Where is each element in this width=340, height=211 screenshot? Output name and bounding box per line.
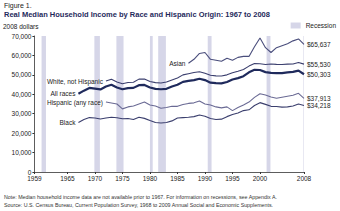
svg-text:1985: 1985 bbox=[170, 175, 185, 182]
svg-text:All races: All races bbox=[50, 90, 76, 97]
svg-text:10,000: 10,000 bbox=[12, 149, 32, 156]
svg-text:$37,913: $37,913 bbox=[307, 95, 331, 102]
svg-text:Black: Black bbox=[60, 119, 77, 126]
svg-text:2000: 2000 bbox=[253, 175, 268, 182]
svg-text:2008: 2008 bbox=[297, 175, 312, 182]
svg-text:Note: Median household income: Note: Median household income data are n… bbox=[4, 194, 277, 200]
svg-text:Recession: Recession bbox=[306, 22, 337, 29]
svg-text:Figure 1.: Figure 1. bbox=[4, 2, 32, 9]
svg-text:White, not Hispanic: White, not Hispanic bbox=[47, 78, 104, 86]
svg-text:70,000: 70,000 bbox=[12, 33, 32, 40]
svg-text:$55,530: $55,530 bbox=[307, 61, 331, 68]
svg-text:1965: 1965 bbox=[60, 175, 75, 182]
svg-text:1990: 1990 bbox=[198, 175, 213, 182]
svg-text:2008 dollars: 2008 dollars bbox=[3, 23, 39, 30]
svg-text:Hispanic (any race): Hispanic (any race) bbox=[47, 99, 103, 107]
svg-text:Real Median Household Income b: Real Median Household Income by Race and… bbox=[4, 10, 270, 19]
svg-text:Asian: Asian bbox=[169, 60, 186, 67]
svg-text:30,000: 30,000 bbox=[12, 110, 32, 117]
svg-text:60,000: 60,000 bbox=[12, 52, 32, 59]
svg-text:1995: 1995 bbox=[225, 175, 240, 182]
svg-text:1980: 1980 bbox=[143, 175, 158, 182]
svg-text:1970: 1970 bbox=[88, 175, 103, 182]
svg-text:1959: 1959 bbox=[27, 175, 42, 182]
svg-text:20,000: 20,000 bbox=[12, 130, 32, 137]
svg-text:0: 0 bbox=[27, 168, 32, 176]
svg-text:$65,637: $65,637 bbox=[307, 41, 331, 48]
svg-text:50,000: 50,000 bbox=[12, 71, 32, 78]
svg-text:1975: 1975 bbox=[115, 175, 130, 182]
svg-text:$50,303: $50,303 bbox=[307, 71, 331, 78]
svg-text:Source: U.S. Census Bureau, Cu: Source: U.S. Census Bureau, Current Popu… bbox=[4, 202, 273, 208]
svg-text:$34,218: $34,218 bbox=[307, 102, 331, 109]
svg-text:40,000: 40,000 bbox=[12, 91, 32, 98]
